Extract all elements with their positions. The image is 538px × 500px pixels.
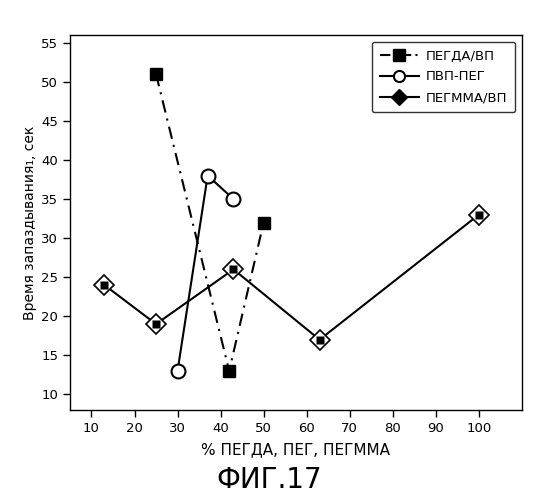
Y-axis label: Время запаздывания₁, сек: Время запаздывания₁, сек — [23, 126, 37, 320]
X-axis label: % ПЕГДА, ПЕГ, ПЕГММА: % ПЕГДА, ПЕГ, ПЕГММА — [201, 442, 391, 457]
Text: ФИГ.17: ФИГ.17 — [216, 466, 322, 494]
Legend: ПЕГДА/ВП, ПВП-ПЕГ, ПЕГММА/ВП: ПЕГДА/ВП, ПВП-ПЕГ, ПЕГММА/ВП — [372, 42, 515, 113]
